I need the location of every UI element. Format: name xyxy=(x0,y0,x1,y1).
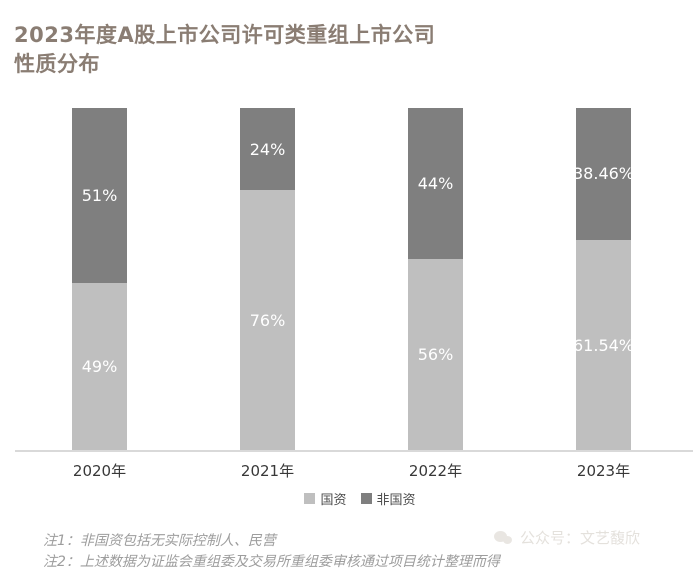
footnotes: 注1：非国资包括无实际控制人、民营 注2：上述数据为证监会重组委及交易所重组委审… xyxy=(43,531,500,573)
segment-data-label: 76% xyxy=(249,311,286,331)
footnote-2: 注2：上述数据为证监会重组委及交易所重组委审核通过项目统计整理而得 xyxy=(43,554,500,570)
bar-segment-国资-2023年: 61.54% xyxy=(573,239,635,451)
footnote-1: 注1：非国资包括无实际控制人、民营 xyxy=(43,533,276,549)
segment-data-label: 61.54% xyxy=(573,335,635,355)
x-axis-label-2021年: 2021年 xyxy=(240,462,295,480)
segment-data-label: 51% xyxy=(81,185,118,205)
segment-data-label: 49% xyxy=(81,357,118,377)
bar-segment-国资-2021年: 76% xyxy=(240,190,295,451)
watermark: 公众号：文艺馥欣 xyxy=(494,527,640,548)
legend-swatch-国资 xyxy=(304,493,316,504)
bar-segment-非国资-2021年: 24% xyxy=(240,108,295,191)
legend-item-国资: 国资 xyxy=(304,489,347,508)
legend-item-非国资: 非国资 xyxy=(360,489,416,508)
bar-column-2023年: 38.46% 61.54% xyxy=(573,108,635,451)
chart-title-line2: 性质分布 xyxy=(14,52,100,77)
bar-column-2020年: 51% 49% xyxy=(72,108,127,451)
x-axis-label-2022年: 2022年 xyxy=(408,462,463,480)
x-axis-label-2020年: 2020年 xyxy=(72,462,127,480)
watermark-text: 公众号：文艺馥欣 xyxy=(520,529,641,547)
segment-data-label: 38.46% xyxy=(573,164,635,184)
segment-data-label: 56% xyxy=(417,345,454,365)
wechat-icon xyxy=(494,530,514,546)
bar-column-2021年: 24% 76% xyxy=(240,108,295,451)
stacked-bar-plot-area: 51% 49% 24% 76% 44% 56% 38.46% 61.54% xyxy=(0,108,700,451)
x-axis-line xyxy=(15,450,693,452)
bar-segment-国资-2022年: 56% xyxy=(408,258,463,451)
chart-title-line1: 2023年度A股上市公司许可类重组上市公司 xyxy=(14,23,436,48)
bar-segment-非国资-2020年: 51% xyxy=(72,108,127,283)
segment-data-label: 44% xyxy=(417,173,454,193)
bar-segment-非国资-2022年: 44% xyxy=(408,108,463,259)
legend-swatch-非国资 xyxy=(360,493,372,504)
x-axis-label-2023年: 2023年 xyxy=(576,462,631,480)
segment-data-label: 24% xyxy=(249,139,286,159)
bar-segment-国资-2020年: 49% xyxy=(72,282,127,451)
bar-column-2022年: 44% 56% xyxy=(408,108,463,451)
chart-legend: 国资 非国资 xyxy=(10,489,700,508)
legend-label: 非国资 xyxy=(376,493,416,508)
legend-label: 国资 xyxy=(320,493,347,508)
chart-title: 2023年度A股上市公司许可类重组上市公司 性质分布 xyxy=(14,21,554,79)
bar-segment-非国资-2023年: 38.46% xyxy=(573,108,635,240)
